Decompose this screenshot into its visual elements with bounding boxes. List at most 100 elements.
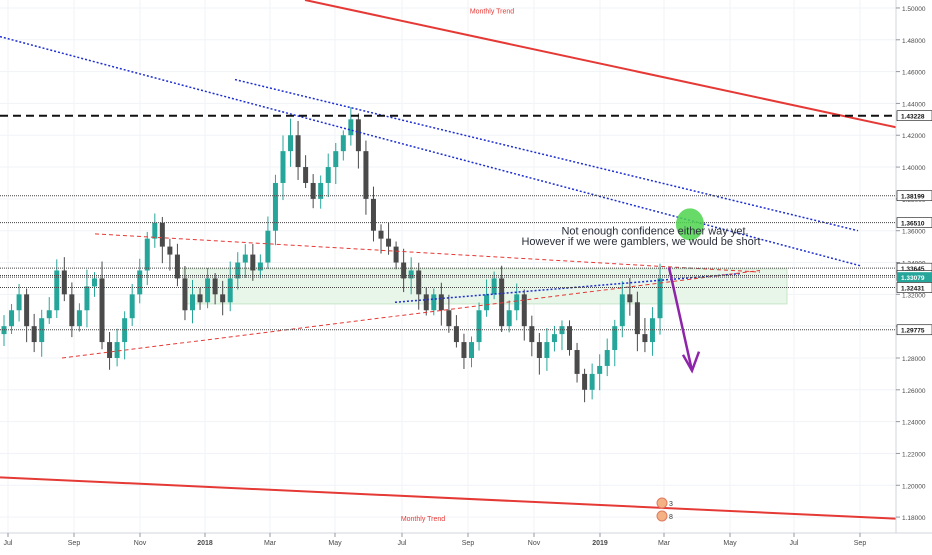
y-axis: 1.18000 1.20000 1.22000 1.24000 1.26000 1.280… [895,0,932,550]
candle-body [589,373,595,390]
x-tick-label: May [328,540,342,547]
y-tick-label: 1.40000 [902,165,926,172]
candle-body [318,182,324,199]
candle-body [657,278,663,319]
candle-body [280,151,286,183]
candle-body [461,342,467,358]
candle-body [182,278,188,311]
candle-body [288,135,294,152]
candle-body [272,182,278,231]
candle-body [355,119,361,152]
short-arrow-shaft [667,267,694,371]
channel-line-1 [0,35,861,267]
candle-body [137,270,143,295]
level-price-tag [896,110,932,122]
monthly-trend-line-upper [304,0,897,129]
candle-body [144,238,150,271]
x-tick-label: Mar [264,540,277,547]
x-tick-label: Nov [134,540,147,547]
candle-body [567,326,573,351]
candle-body [159,222,165,247]
annotation-text: Monthly Trend [401,516,445,523]
x-tick-label: Sep [68,540,81,547]
annotation-text: Not enough confidence either way yet. [561,226,748,238]
candle-body [265,230,271,263]
resistance-dashed-line [94,233,761,273]
candle-body [536,342,542,358]
candle-body [619,294,625,327]
candle-body [167,246,173,255]
candle-body [423,294,429,311]
level-price-tag [896,190,932,202]
candle-body [506,310,512,327]
y-tick-label: 1.18000 [902,515,926,522]
candle-body [91,278,97,287]
candle-body [212,278,218,295]
candle-body [295,135,301,168]
annotations: Monthly Trend Monthly Trend Not enough con… [401,9,761,524]
candle-body [9,310,15,327]
y-tick-label: 1.48000 [902,38,926,45]
x-tick-label: Nov [528,540,541,547]
candle-body [453,326,459,343]
level-price-label: 1.32431 [901,285,925,292]
channel-line-3 [394,272,741,304]
level-price-tag [896,324,932,336]
candle-body [559,326,565,335]
candle-body [114,342,120,358]
candle-body [242,254,248,263]
annotation-text: Monthly Trend [470,9,514,16]
candle-body [333,151,339,168]
candle-body [551,334,557,343]
x-tick-label: Sep [854,540,867,547]
x-tick-label: Jul [4,540,13,547]
level-price-label: 1.38199 [901,194,925,201]
event-icon-count: 3 [669,501,673,508]
candle-body [529,326,535,343]
level-price-label: 1.33645 [901,266,925,273]
event-icon-count: 8 [669,514,673,521]
y-tick-label: 1.50000 [902,6,926,13]
channel-line-2 [234,78,859,232]
candle-body [257,262,263,271]
candle-body [521,294,527,327]
y-tick-label: 1.44000 [902,101,926,108]
y-tick-label: 1.26000 [902,388,926,395]
support-dashed-line [61,269,761,359]
candle-body [348,119,354,136]
y-tick-label: 1.20000 [902,483,926,490]
y-tick-label: 1.32000 [902,292,926,299]
y-tick-label: 1.28000 [902,356,926,363]
candle-body [574,350,580,374]
short-arrow-head [681,351,701,374]
candle-body [438,294,444,311]
level-price-tag [896,282,932,293]
level-price-label: 1.43228 [901,114,925,121]
candle-body [597,365,603,374]
candle-body [408,270,414,279]
candle-body [220,294,226,303]
candle-body [340,135,346,152]
x-tick-label: May [723,540,737,547]
candle-body [325,167,331,183]
grid [0,0,896,533]
candle-body [54,270,60,311]
candle-body [378,230,384,239]
candle-body [76,310,82,327]
monthly-trend-line-lower [0,476,897,520]
candle-body [544,342,550,358]
trend-lines [0,0,897,520]
x-tick-label: 2018 [197,540,213,547]
candle-body [227,278,233,303]
candle-body [197,294,203,303]
target-ellipse [676,208,704,241]
candle-body [476,310,482,343]
x-axis: Jul Sep Nov 2018 Mar May Jul Sep Nov 2019 Mar May Ju… [0,532,932,547]
annotation-text: However if we were gamblers, we would be… [521,236,760,248]
candle-body [642,334,648,343]
x-tick-label: Jul [398,540,407,547]
candle-body [39,318,45,343]
candle-body [129,294,135,319]
candle-body [491,278,497,295]
